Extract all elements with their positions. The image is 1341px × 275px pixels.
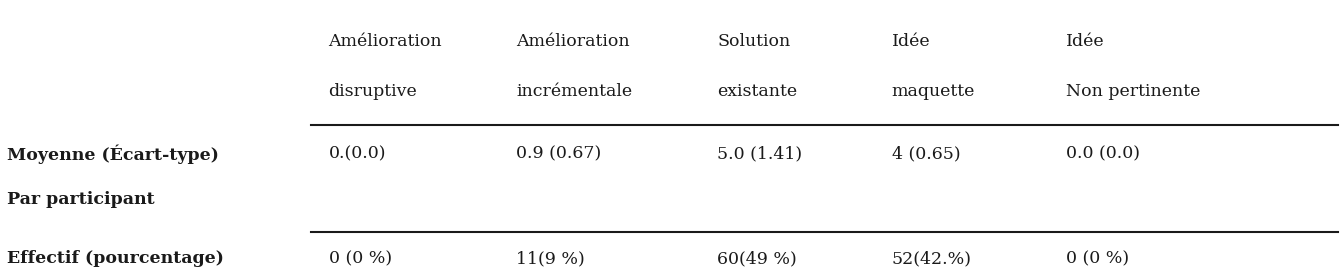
Text: Solution: Solution xyxy=(717,33,791,50)
Text: disruptive: disruptive xyxy=(329,82,417,100)
Text: Effectif (pourcentage): Effectif (pourcentage) xyxy=(7,250,224,267)
Text: 0 (0 %): 0 (0 %) xyxy=(1066,250,1129,267)
Text: Moyenne (Écart-type): Moyenne (Écart-type) xyxy=(7,144,219,164)
Text: 0.(0.0): 0.(0.0) xyxy=(329,145,386,163)
Text: Amélioration: Amélioration xyxy=(516,33,630,50)
Text: Idée: Idée xyxy=(1066,33,1105,50)
Text: incrémentale: incrémentale xyxy=(516,82,633,100)
Text: maquette: maquette xyxy=(892,82,975,100)
Text: 60(49 %): 60(49 %) xyxy=(717,250,797,267)
Text: existante: existante xyxy=(717,82,798,100)
Text: Par participant: Par participant xyxy=(7,191,154,208)
Text: 11(9 %): 11(9 %) xyxy=(516,250,585,267)
Text: 0 (0 %): 0 (0 %) xyxy=(329,250,392,267)
Text: Amélioration: Amélioration xyxy=(329,33,443,50)
Text: 52(42.%): 52(42.%) xyxy=(892,250,972,267)
Text: 0.9 (0.67): 0.9 (0.67) xyxy=(516,145,602,163)
Text: 5.0 (1.41): 5.0 (1.41) xyxy=(717,145,802,163)
Text: 0.0 (0.0): 0.0 (0.0) xyxy=(1066,145,1140,163)
Text: Idée: Idée xyxy=(892,33,931,50)
Text: Non pertinente: Non pertinente xyxy=(1066,82,1200,100)
Text: 4 (0.65): 4 (0.65) xyxy=(892,145,960,163)
